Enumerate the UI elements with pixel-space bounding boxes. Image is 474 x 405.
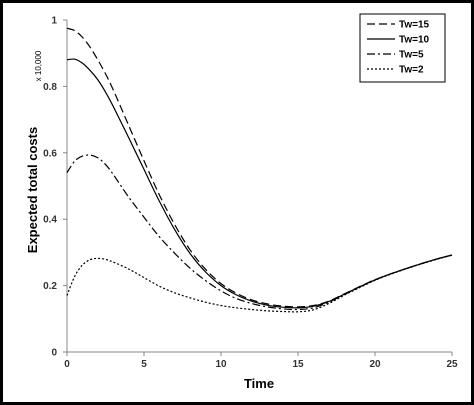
legend-label: Tw=5 <box>399 50 424 61</box>
legend-label: Tw=10 <box>399 35 430 46</box>
x-tick-label: 10 <box>215 359 227 370</box>
series-line-tw-5 <box>66 154 453 311</box>
y-tick-label: 0.8 <box>43 82 57 93</box>
legend-label: Tw=2 <box>399 65 424 76</box>
x-tick-label: 25 <box>446 359 458 370</box>
x-tick-label: 15 <box>292 359 304 370</box>
x-tick-label: 0 <box>64 359 70 370</box>
series-line-tw-2 <box>66 254 453 313</box>
y-tick-label: 0.4 <box>43 215 57 226</box>
x-axis-title: Time <box>244 376 274 391</box>
y-multiplier-label: x 10,000 <box>34 50 43 81</box>
y-tick-label: 0.6 <box>43 148 57 159</box>
legend-label: Tw=15 <box>399 20 430 31</box>
y-tick-label: 0 <box>51 348 57 359</box>
plot-area: 0 5 10 15 20 25 0 0.2 0.4 0.6 0.8 1 <box>43 16 458 371</box>
y-axis-title: Expected total costs <box>25 127 40 253</box>
legend: Tw=15 Tw=10 Tw=5 Tw=2 <box>359 13 446 83</box>
y-tick-label: 1 <box>51 16 57 27</box>
legend-box <box>359 13 446 83</box>
x-tick-label: 5 <box>141 359 147 370</box>
y-tick-label: 0.2 <box>43 281 57 292</box>
x-tick-label: 20 <box>369 359 381 370</box>
